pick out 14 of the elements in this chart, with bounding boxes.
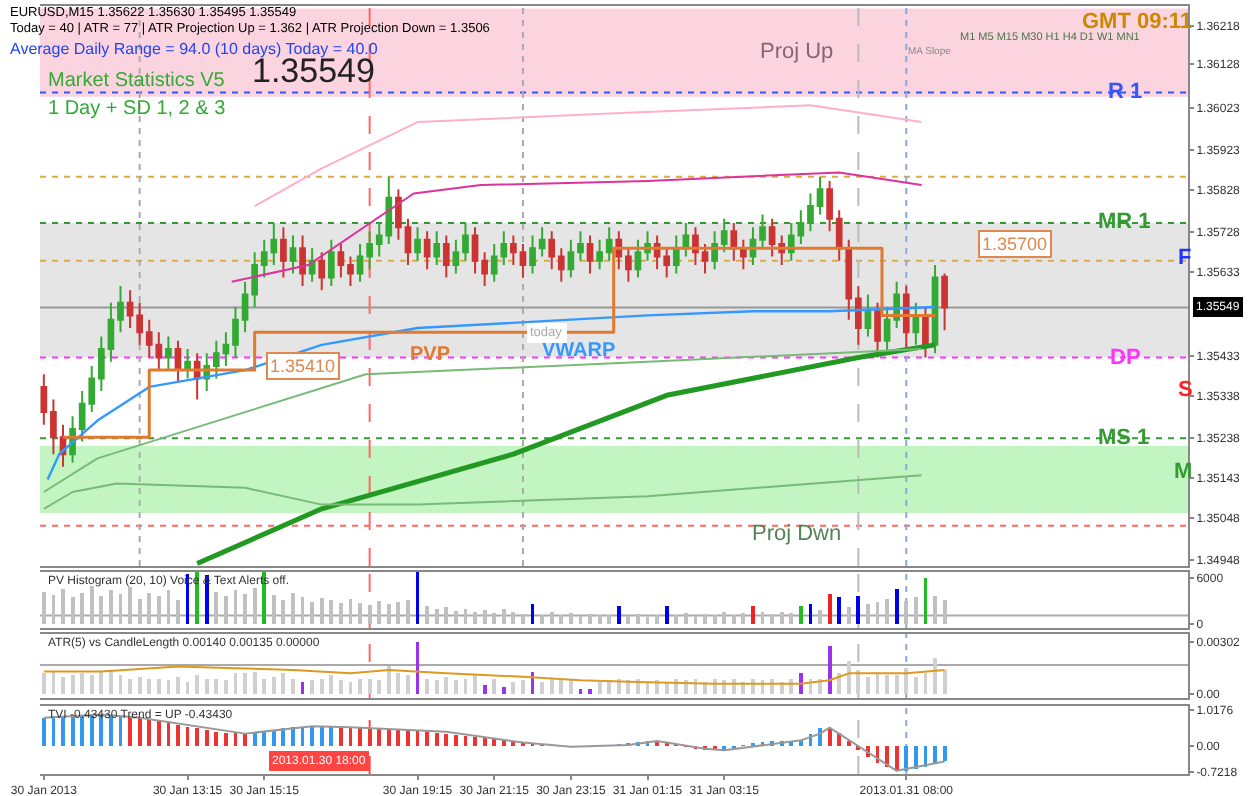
ref-line-label: R 1 (1108, 80, 1143, 104)
annotation: Market Statistics V5 (48, 70, 226, 92)
annotation: 1.35700 (982, 234, 1048, 254)
series-label: PVP (410, 344, 451, 366)
annotation: 1.35410 (270, 356, 336, 376)
annotation: 1 Day + SD 1, 2 & 3 (48, 98, 227, 120)
series-label: VWARP (542, 340, 616, 362)
band-label: Proj Up (760, 40, 834, 64)
annotation: GMT 09:11 (1082, 10, 1193, 34)
ref-line-label: MS 1 (1098, 426, 1150, 450)
ref-line-label: DP (1110, 346, 1141, 370)
band-label: Proj Dwn (752, 522, 842, 546)
annotation: S (1178, 378, 1193, 402)
annotation: F (1178, 246, 1192, 270)
